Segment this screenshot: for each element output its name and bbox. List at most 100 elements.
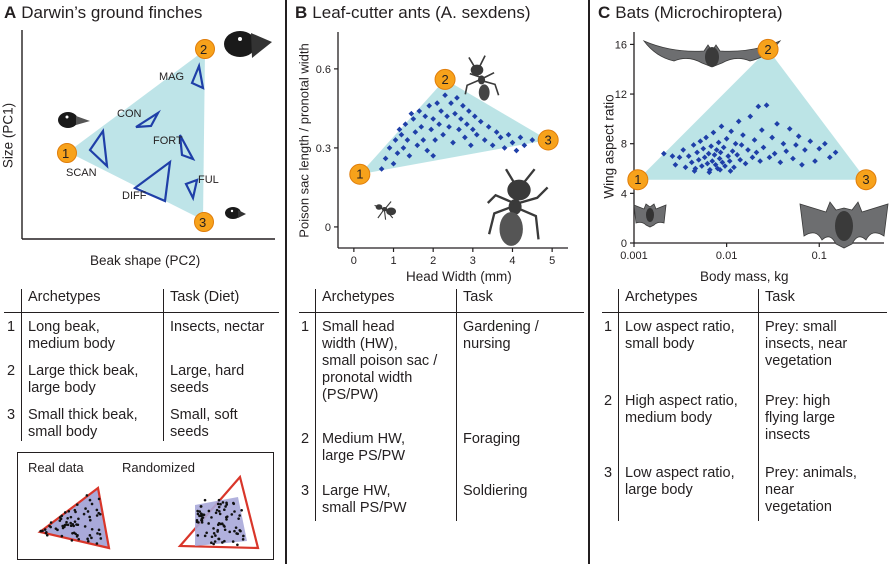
inset-real-point [95, 514, 99, 517]
species-label-scan: SCAN [66, 167, 97, 179]
inset-random-point [223, 508, 226, 511]
y-tick-label: 0.3 [316, 143, 331, 155]
panel-c: C Bats (Microchiroptera) 0.001 0.01 0.1 0 4 8 1… [594, 0, 895, 564]
table-c-header-task: Task [765, 289, 795, 305]
x-tick-label: 2 [430, 255, 436, 267]
finch-archetype-3-label: 3 [199, 215, 207, 230]
data-point [711, 152, 718, 158]
data-point [432, 137, 438, 143]
data-point [786, 125, 793, 132]
inset-real-point [88, 498, 92, 502]
data-point [466, 108, 472, 114]
species-shape-con [135, 109, 161, 129]
data-point [771, 150, 778, 157]
inset-real-point [75, 535, 79, 538]
finch-archetype-1 [57, 143, 77, 163]
table-b-row3-task-1: Soldiering [463, 483, 528, 499]
y-tick-label: 12 [615, 89, 627, 101]
table-a-row3-arch-2: small body [28, 424, 98, 440]
table-a-row3-task-2: seeds [170, 424, 209, 440]
data-point [780, 140, 787, 147]
ant-small-icon [374, 201, 397, 220]
species-label-mag: MAG [159, 71, 185, 83]
x-tick-label: 0.1 [812, 250, 827, 262]
x-tick-label: 0.001 [620, 250, 648, 262]
table-c-row2-task-3: insects [765, 427, 811, 443]
inset-real-point [60, 534, 64, 538]
data-point [521, 142, 528, 149]
data-point [723, 135, 730, 142]
table-b-row2-num: 2 [301, 431, 310, 447]
table-a-header-archetypes: Archetypes [28, 289, 101, 305]
data-point [509, 139, 516, 146]
inset-real-point [71, 522, 75, 526]
table-c-row1-task-2: insects, near [765, 336, 848, 352]
data-point [386, 145, 393, 151]
randomization-inset [17, 452, 274, 560]
inset-real-point [67, 509, 71, 513]
table-b-row1-task-1: Gardening / [463, 319, 539, 335]
data-point [822, 140, 828, 147]
data-point [505, 131, 512, 138]
separator-bc [588, 0, 590, 564]
x-tick-label: 0 [351, 255, 357, 267]
panel-b-title: B Leaf-cutter ants (A. sexdens) [295, 3, 531, 23]
archetype-marker-label-1: 1 [356, 167, 363, 182]
y-tick-label: 0 [621, 238, 627, 250]
bat-ylabel: Wing aspect ratio [601, 94, 617, 199]
data-point [477, 118, 484, 125]
inset-random-point [196, 534, 200, 537]
archetype-marker-2 [434, 68, 456, 90]
inset-random-point [198, 514, 201, 518]
table-c-row3-task-1: Prey: animals, [765, 465, 857, 481]
archetype-hull [359, 79, 549, 175]
table-b-row2-arch-1: Medium HW, [322, 431, 405, 447]
table-a-row2-num: 2 [7, 363, 16, 379]
data-point [493, 129, 500, 135]
finch-head-small-icon [58, 112, 90, 128]
data-point [793, 142, 799, 148]
table-c-row2-num: 2 [604, 393, 613, 409]
finch-archetype-3 [194, 212, 214, 232]
inset-real-point [45, 533, 49, 537]
ant-xlabel: Head Width (mm) [406, 269, 512, 284]
data-point [728, 128, 735, 135]
archetype-marker-label-2: 2 [764, 42, 771, 57]
inset-random-point [225, 518, 228, 521]
table-b-row1-arch-5: (PS/PW) [322, 387, 379, 403]
finch-archetype-2 [195, 39, 215, 59]
inset-random-point [210, 516, 213, 519]
archetype-marker-label-2: 2 [441, 72, 448, 87]
data-point [454, 95, 460, 101]
bat-xlabel: Body mass, kg [700, 269, 789, 284]
inset-random-point [217, 498, 221, 502]
finch-xlabel: Beak shape (PC2) [90, 253, 201, 268]
archetype-marker-3 [537, 129, 559, 151]
inset-real-point [64, 523, 68, 527]
table-b-row3-num: 3 [301, 483, 310, 499]
data-point [716, 155, 723, 162]
table-c-row3-arch-1: Low aspect ratio, [625, 465, 735, 481]
inset-random-label: Randomized [122, 460, 195, 475]
inset-real-point [69, 515, 73, 519]
inset-real-point [77, 537, 81, 541]
inset-real-point [95, 508, 99, 512]
inset-random-point [195, 518, 199, 522]
data-point [438, 108, 444, 114]
inset-real-point [90, 502, 94, 506]
inset-real-label: Real data [28, 460, 84, 475]
table-c-row3-task-2: near [765, 482, 795, 498]
table-c-row1-task-1: Prey: small [765, 319, 837, 335]
inset-random-point [212, 531, 216, 535]
inset-random-point [236, 532, 240, 536]
data-point [398, 131, 405, 138]
data-point [725, 153, 732, 159]
panel-a-letter: A [4, 3, 17, 22]
table-c-row2-arch-1: High aspect ratio, [625, 393, 738, 409]
inset-real-point [72, 531, 76, 535]
inset-real-point [97, 528, 101, 532]
inset-real-point [66, 523, 70, 527]
data-point [471, 113, 478, 120]
panel-b-letter: B [295, 3, 308, 22]
